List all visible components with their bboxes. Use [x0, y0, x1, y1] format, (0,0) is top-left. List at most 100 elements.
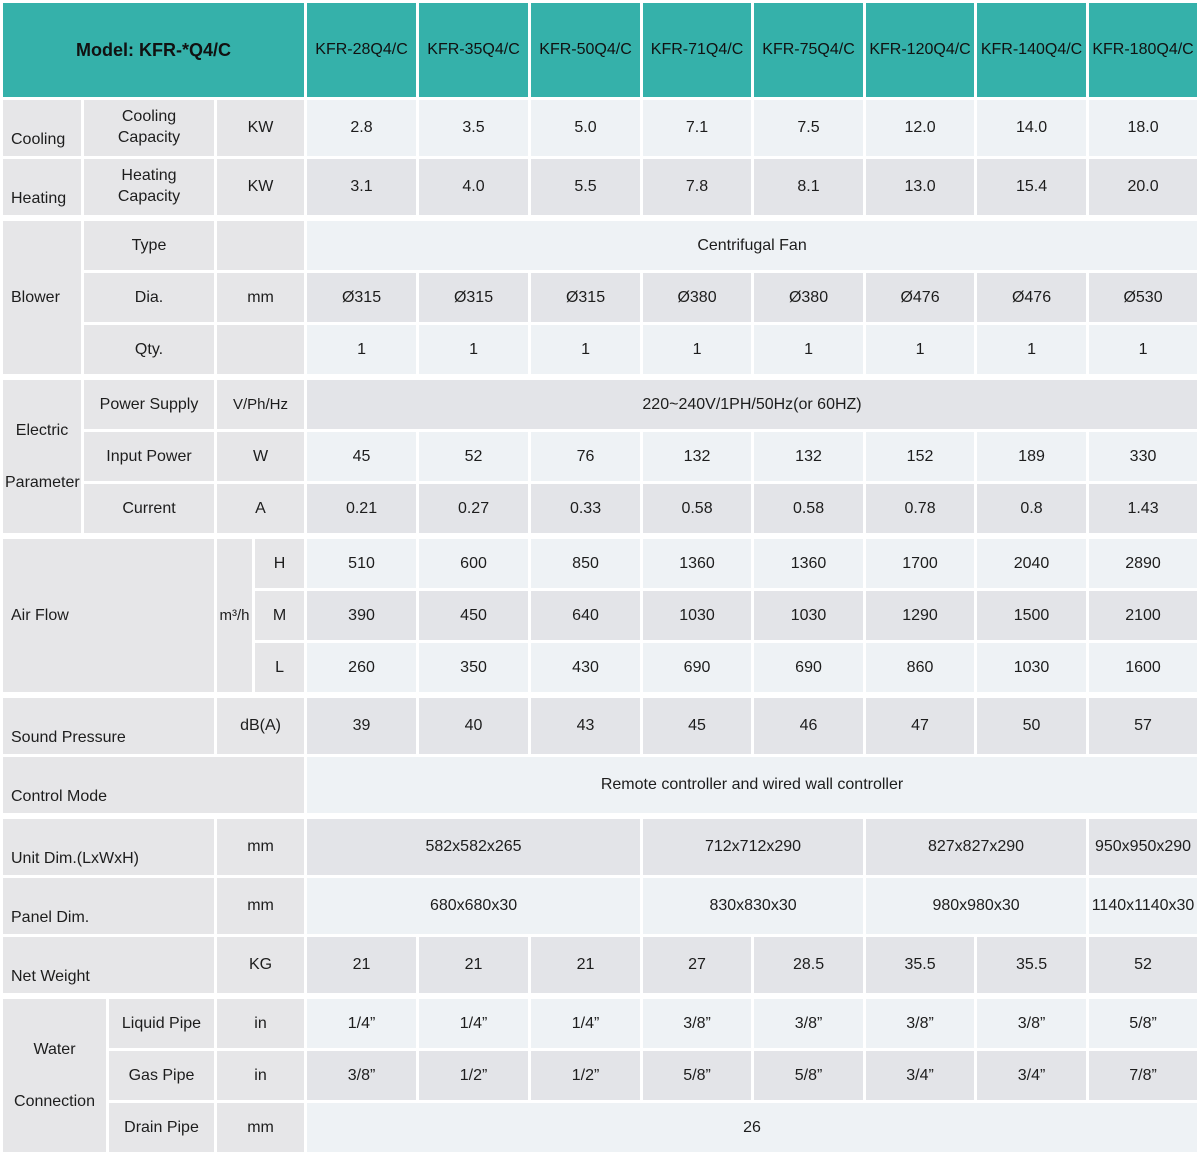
- value-cell: 13.0: [866, 159, 975, 215]
- row-input-power: Input Power W 45 52 76 132 132 152 189 3…: [3, 432, 1198, 481]
- value-cell: Ø476: [866, 273, 975, 322]
- value-cell: 1290: [866, 591, 975, 640]
- row-drain-pipe: Drain Pipe mm 26: [3, 1103, 1198, 1152]
- value-cell: Ø315: [531, 273, 641, 322]
- value-cell: 1500: [977, 591, 1087, 640]
- row-control-mode: Control Mode Remote controller and wired…: [3, 757, 1198, 813]
- unit-cell: A: [217, 484, 305, 533]
- unit-cell: in: [217, 996, 305, 1048]
- value-cell: 3/4”: [866, 1051, 975, 1100]
- value-cell: Ø476: [977, 273, 1087, 322]
- value-cell: 860: [866, 643, 975, 692]
- section-label-panel-dim: Panel Dim.: [3, 878, 214, 934]
- row-sound-pressure: Sound Pressure dB(A) 39 40 43 45 46 47 5…: [3, 695, 1198, 754]
- row-label: Qty.: [84, 325, 214, 374]
- row-panel-dim: Panel Dim. mm 680x680x30 830x830x30 980x…: [3, 878, 1198, 934]
- value-cell: 690: [643, 643, 752, 692]
- value-cell: 850: [531, 536, 641, 588]
- value-cell: 712x712x290: [643, 816, 864, 875]
- value-cell: 1.43: [1089, 484, 1198, 533]
- row-label: H: [255, 536, 305, 588]
- value-cell: 20.0: [1089, 159, 1198, 215]
- value-cell: 680x680x30: [307, 878, 641, 934]
- value-cell: 1030: [754, 591, 864, 640]
- header-row: Model: KFR-*Q4/C KFR-28Q4/C KFR-35Q4/C K…: [3, 3, 1198, 97]
- value-cell: 3/8”: [643, 996, 752, 1048]
- unit-cell: KW: [217, 159, 305, 215]
- value-cell: 1: [531, 325, 641, 374]
- value-cell: Ø315: [419, 273, 529, 322]
- column-header: KFR-180Q4/C: [1089, 3, 1198, 97]
- section-label-unit-dim: Unit Dim.(LxWxH): [3, 816, 214, 875]
- value-cell: 430: [531, 643, 641, 692]
- value-cell: 0.78: [866, 484, 975, 533]
- value-cell: 15.4: [977, 159, 1087, 215]
- value-cell: 1/4”: [307, 996, 417, 1048]
- section-label-cooling: Cooling: [3, 100, 81, 156]
- value-cell: 950x950x290: [1089, 816, 1198, 875]
- row-blower-qty: Qty. 1 1 1 1 1 1 1 1: [3, 325, 1198, 374]
- column-header: KFR-35Q4/C: [419, 3, 529, 97]
- value-cell: 0.58: [643, 484, 752, 533]
- value-cell: 18.0: [1089, 100, 1198, 156]
- value-cell: 1: [754, 325, 864, 374]
- row-label: Type: [84, 218, 214, 270]
- section-label-electric-parameter: Electric Parameter: [3, 377, 81, 533]
- value-cell: 189: [977, 432, 1087, 481]
- row-airflow-medium: M 390 450 640 1030 1030 1290 1500 2100: [3, 591, 1198, 640]
- value-cell: 4.0: [419, 159, 529, 215]
- section-label-heating: Heating: [3, 159, 81, 215]
- row-current: Current A 0.21 0.27 0.33 0.58 0.58 0.78 …: [3, 484, 1198, 533]
- value-cell: 7.1: [643, 100, 752, 156]
- value-cell: 0.27: [419, 484, 529, 533]
- unit-cell: KW: [217, 100, 305, 156]
- value-cell: 1700: [866, 536, 975, 588]
- row-liquid-pipe: Water Connection Liquid Pipe in 1/4” 1/4…: [3, 996, 1198, 1152]
- column-header: KFR-28Q4/C: [307, 3, 417, 97]
- row-label: Liquid Pipe: [109, 996, 214, 1048]
- section-label-water-connection: Water Connection: [3, 996, 106, 1152]
- value-cell: 3/4”: [977, 1051, 1087, 1100]
- value-cell: Ø380: [643, 273, 752, 322]
- value-cell: 57: [1089, 695, 1198, 754]
- section-label-net-weight: Net Weight: [3, 937, 214, 993]
- value-cell: 5/8”: [643, 1051, 752, 1100]
- value-cell: 76: [531, 432, 641, 481]
- column-header: KFR-75Q4/C: [754, 3, 864, 97]
- value-cell: 5.0: [531, 100, 641, 156]
- row-label: Dia.: [84, 273, 214, 322]
- unit-cell: mm: [217, 273, 305, 322]
- row-label: Heating Capacity: [84, 159, 214, 215]
- value-cell: 350: [419, 643, 529, 692]
- value-cell: 1600: [1089, 643, 1198, 692]
- value-cell: 14.0: [977, 100, 1087, 156]
- value-cell: 1030: [977, 643, 1087, 692]
- value-cell: 45: [307, 432, 417, 481]
- unit-cell: dB(A): [217, 695, 305, 754]
- value-cell: 2040: [977, 536, 1087, 588]
- section-label-air-flow: Air Flow: [3, 536, 214, 692]
- value-cell: 21: [531, 937, 641, 993]
- value-cell: 2890: [1089, 536, 1198, 588]
- value-cell: 3.5: [419, 100, 529, 156]
- row-blower-dia: Dia. mm Ø315 Ø315 Ø315 Ø380 Ø380 Ø476 Ø4…: [3, 273, 1198, 322]
- value-cell: 12.0: [866, 100, 975, 156]
- value-cell: 5.5: [531, 159, 641, 215]
- value-cell: 830x830x30: [643, 878, 864, 934]
- value-cell: 1: [419, 325, 529, 374]
- value-cell: 27: [643, 937, 752, 993]
- value-cell: 43: [531, 695, 641, 754]
- value-cell: 52: [419, 432, 529, 481]
- unit-cell: [217, 218, 305, 270]
- row-cooling-capacity: Cooling Cooling Capacity KW 2.8 3.5 5.0 …: [3, 100, 1198, 156]
- unit-cell: mm: [217, 878, 305, 934]
- row-airflow-high: Air Flow m³/h H 510 600 850 1360 1360 17…: [3, 536, 1198, 692]
- column-header: KFR-140Q4/C: [977, 3, 1087, 97]
- value-cell: 640: [531, 591, 641, 640]
- value-cell: 132: [754, 432, 864, 481]
- value-cell: 1360: [754, 536, 864, 588]
- value-cell: 28.5: [754, 937, 864, 993]
- unit-cell: mm: [217, 816, 305, 875]
- model-header-cell: Model: KFR-*Q4/C: [3, 3, 305, 97]
- value-cell: 827x827x290: [866, 816, 1087, 875]
